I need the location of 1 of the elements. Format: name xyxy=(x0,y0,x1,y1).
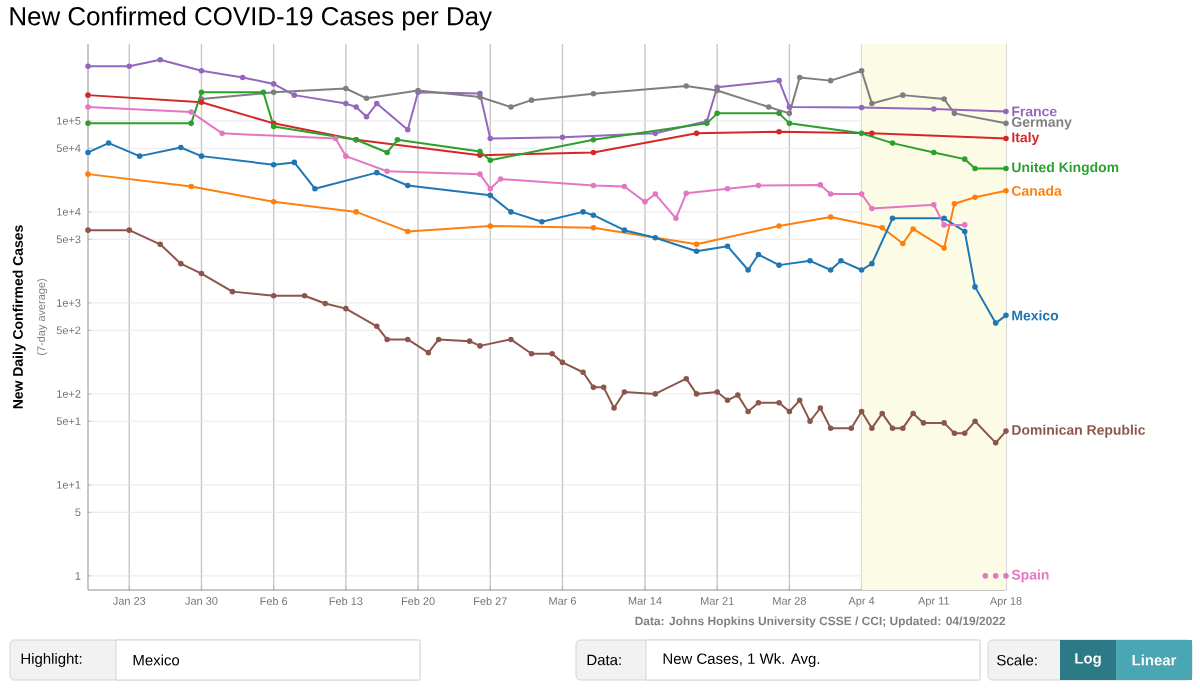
chart-title: New Confirmed COVID-19 Cases per Day xyxy=(10,6,492,31)
